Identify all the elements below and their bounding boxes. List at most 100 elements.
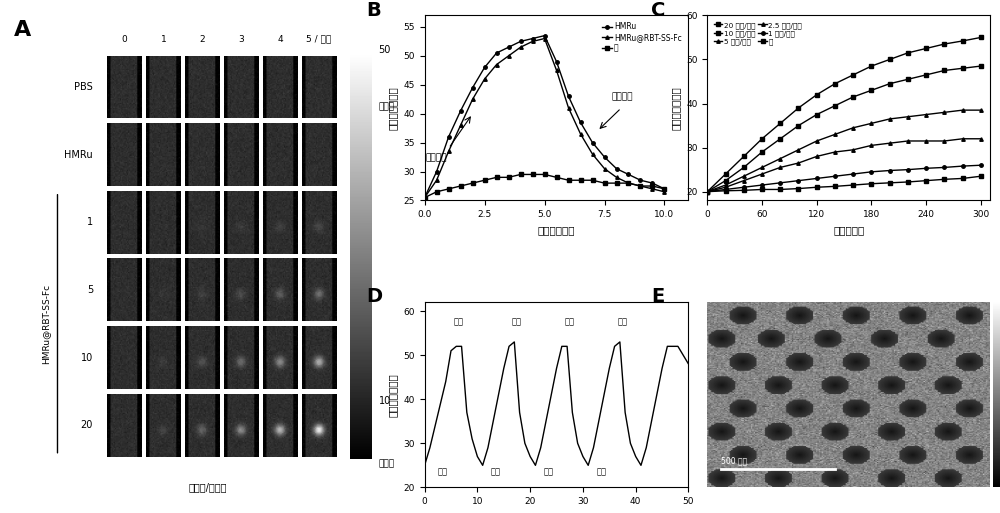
水 <box>443 186 455 192</box>
20 微克/毫升 <box>902 50 914 56</box>
5 微克/毫升 <box>792 147 804 153</box>
水 <box>658 186 670 192</box>
Text: 开启: 开启 <box>491 467 501 476</box>
Text: E: E <box>651 287 664 306</box>
20 微克/毫升 <box>774 120 786 126</box>
Line: 水: 水 <box>706 174 983 193</box>
Y-axis label: 温度（摄氏度）: 温度（摄氏度） <box>671 86 681 130</box>
Text: 关闭: 关闭 <box>454 318 464 326</box>
Text: 开启: 开启 <box>596 467 606 476</box>
2.5 微克/毫升 <box>829 149 841 155</box>
2.5 微克/毫升 <box>957 136 969 142</box>
X-axis label: 时间（秒）: 时间（秒） <box>833 225 864 235</box>
HMRu@RBT-SS-Fc <box>539 35 551 42</box>
2.5 微克/毫升 <box>720 184 732 190</box>
HMRu <box>527 35 539 42</box>
5 微克/毫升 <box>920 111 932 117</box>
2.5 微克/毫升 <box>975 136 987 142</box>
20 微克/毫升 <box>720 171 732 177</box>
20 微克/毫升 <box>938 41 950 47</box>
水 <box>479 177 491 183</box>
Text: 20: 20 <box>81 420 93 430</box>
HMRu@RBT-SS-Fc <box>431 177 443 183</box>
水 <box>847 182 859 188</box>
水 <box>611 180 623 186</box>
水 <box>622 180 634 186</box>
X-axis label: 时间（分钟）: 时间（分钟） <box>538 511 575 513</box>
HMRu <box>515 38 527 45</box>
Line: 1 微克/毫升: 1 微克/毫升 <box>706 164 983 193</box>
HMRu <box>658 186 670 192</box>
10 微克/毫升 <box>774 136 786 142</box>
Text: D: D <box>367 287 383 306</box>
1 微克/毫升 <box>938 164 950 170</box>
HMRu@RBT-SS-Fc <box>491 62 503 68</box>
HMRu@RBT-SS-Fc <box>515 44 527 50</box>
Text: C: C <box>651 1 665 19</box>
10 微克/毫升 <box>756 149 768 155</box>
2.5 微克/毫升 <box>865 142 877 148</box>
Text: 4: 4 <box>277 35 283 44</box>
Line: 20 微克/毫升: 20 微克/毫升 <box>706 36 983 193</box>
5 微克/毫升 <box>902 114 914 120</box>
Text: 开启: 开启 <box>544 467 554 476</box>
HMRu@RBT-SS-Fc <box>622 180 634 186</box>
1 微克/毫升 <box>902 167 914 173</box>
Text: 1: 1 <box>160 35 166 44</box>
水 <box>467 180 479 186</box>
10 微克/毫升 <box>975 63 987 69</box>
1 微克/毫升 <box>865 169 877 175</box>
5 微克/毫升 <box>738 173 750 180</box>
HMRu <box>431 168 443 174</box>
10 微克/毫升 <box>811 111 823 117</box>
Text: 0: 0 <box>122 35 127 44</box>
2.5 微克/毫升 <box>847 147 859 153</box>
HMRu <box>443 134 455 140</box>
HMRu@RBT-SS-Fc <box>467 96 479 102</box>
水 <box>938 176 950 183</box>
1 微克/毫升 <box>811 175 823 182</box>
20 微克/毫升 <box>738 153 750 160</box>
Y-axis label: 温度（摄氏度）: 温度（摄氏度） <box>388 86 398 130</box>
Text: 摄氏度: 摄氏度 <box>379 102 395 111</box>
2.5 微克/毫升 <box>756 171 768 177</box>
HMRu@RBT-SS-Fc <box>634 183 646 189</box>
1 微克/毫升 <box>792 177 804 184</box>
HMRu@RBT-SS-Fc <box>563 105 575 111</box>
5 微克/毫升 <box>865 120 877 126</box>
1 微克/毫升 <box>774 180 786 186</box>
2.5 微克/毫升 <box>902 138 914 144</box>
水 <box>957 175 969 182</box>
5 微克/毫升 <box>884 116 896 122</box>
5 微克/毫升 <box>829 131 841 137</box>
5 微克/毫升 <box>938 109 950 115</box>
HMRu <box>587 140 599 146</box>
水 <box>419 194 431 201</box>
水 <box>738 187 750 193</box>
HMRu <box>551 58 563 65</box>
1 微克/毫升 <box>957 163 969 169</box>
HMRu@RBT-SS-Fc <box>479 76 491 82</box>
Text: 开启: 开启 <box>438 467 448 476</box>
水 <box>634 183 646 189</box>
10 微克/毫升 <box>865 87 877 93</box>
5 微克/毫升 <box>975 107 987 113</box>
水 <box>774 186 786 192</box>
水 <box>515 171 527 177</box>
HMRu <box>503 44 515 50</box>
HMRu@RBT-SS-Fc <box>455 122 467 128</box>
水 <box>920 177 932 184</box>
水 <box>701 189 713 195</box>
Text: 冷却阶段: 冷却阶段 <box>612 92 633 101</box>
Text: 5: 5 <box>87 285 93 295</box>
Text: 1: 1 <box>87 218 93 227</box>
Text: 3: 3 <box>238 35 244 44</box>
1 微克/毫升 <box>738 184 750 190</box>
HMRu@RBT-SS-Fc <box>419 194 431 201</box>
Text: B: B <box>367 1 381 19</box>
Text: HMRu: HMRu <box>64 150 93 160</box>
HMRu@RBT-SS-Fc <box>658 189 670 195</box>
水 <box>646 183 658 189</box>
水 <box>431 189 443 195</box>
2.5 微克/毫升 <box>920 138 932 144</box>
